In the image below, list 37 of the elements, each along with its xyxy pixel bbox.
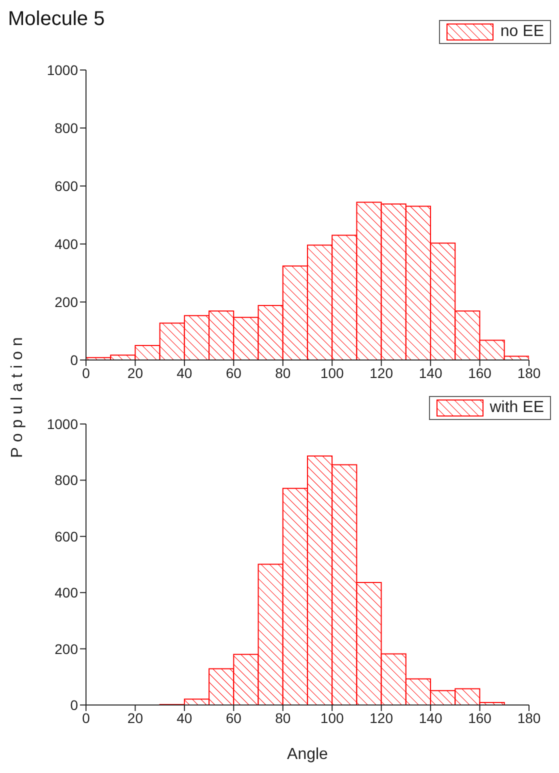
y-tick-label: 1000: [46, 416, 78, 432]
y-tick-label: 1000: [46, 62, 78, 78]
y-tick-label: 600: [54, 178, 78, 194]
legend-label: with EE: [490, 399, 544, 417]
x-tick-label: 120: [370, 710, 394, 726]
y-tick-label: 200: [54, 294, 78, 310]
legend-label: no EE: [500, 23, 544, 41]
y-tick-label: 200: [54, 640, 78, 657]
x-tick-label: 80: [275, 710, 291, 726]
y-tick-label: 800: [54, 120, 78, 136]
x-tick-label: 0: [82, 710, 90, 726]
x-tick-label: 0: [82, 364, 90, 381]
x-tick-label: 180: [517, 710, 541, 726]
x-tick-label: 140: [418, 710, 442, 726]
x-axis-title: Angle: [287, 746, 328, 763]
x-tick-label: 20: [127, 364, 144, 381]
y-tick-label: 400: [54, 584, 78, 601]
x-tick-label: 80: [275, 364, 291, 381]
x-tick-label: 140: [418, 364, 442, 381]
x-tick-label: 20: [127, 710, 144, 726]
x-tick-label: 160: [468, 710, 492, 726]
x-tick-label: 40: [176, 364, 192, 381]
y-tick-label: 400: [54, 236, 78, 252]
x-tick-label: 40: [176, 710, 192, 726]
chart-title: Molecule 5: [8, 8, 105, 31]
x-tick-label: 160: [468, 364, 492, 381]
y-axis-title: Population: [9, 331, 27, 460]
x-tick-label: 100: [320, 364, 344, 381]
y-tick-label: 0: [70, 352, 78, 368]
y-tick-label: 800: [54, 472, 78, 488]
x-tick-label: 120: [370, 364, 394, 381]
x-tick-label: 60: [226, 364, 242, 381]
x-tick-label: 180: [517, 364, 541, 381]
y-tick-label: 0: [70, 696, 78, 713]
x-tick-label: 60: [226, 710, 242, 726]
x-tick-label: 100: [320, 710, 344, 726]
y-tick-label: 600: [54, 528, 78, 544]
